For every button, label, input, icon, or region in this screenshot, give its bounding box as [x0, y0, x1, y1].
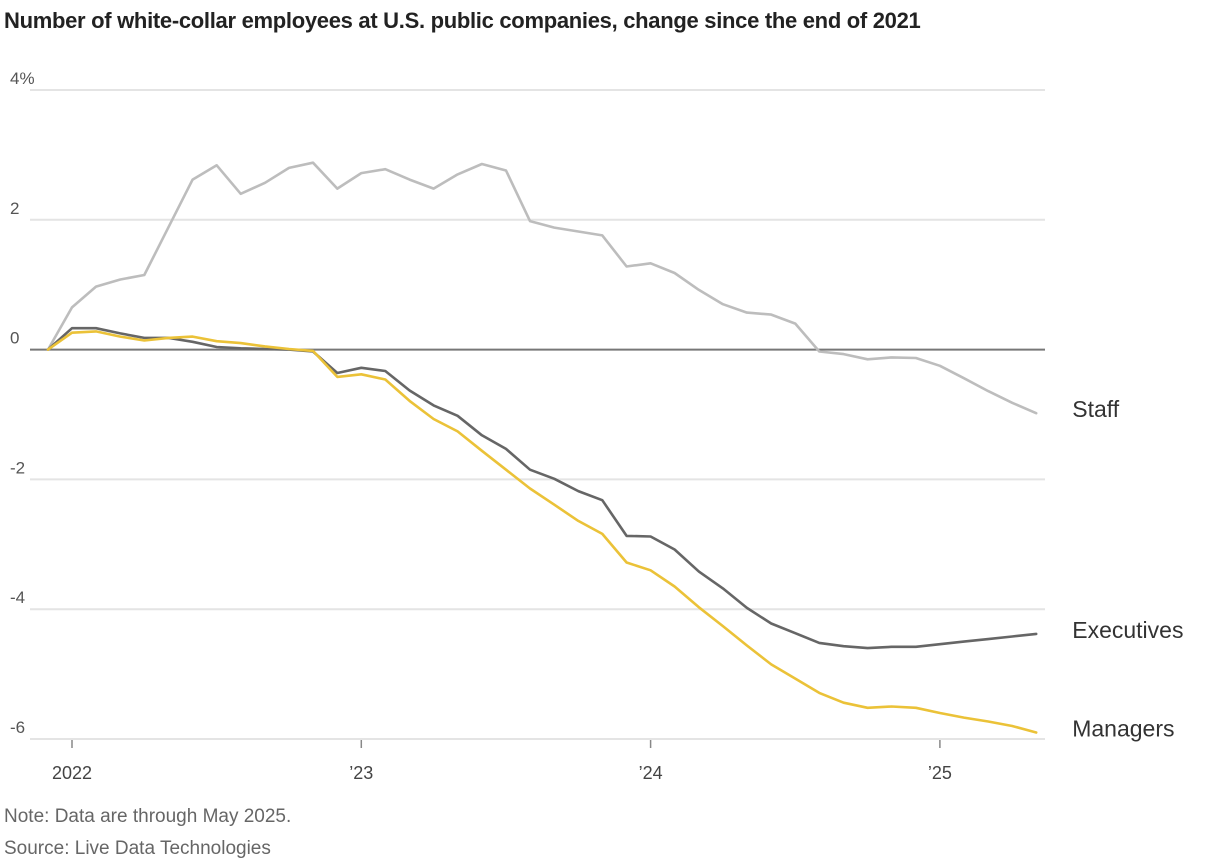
y-tick-label: -6 — [10, 718, 25, 737]
y-tick-label: -2 — [10, 458, 25, 477]
x-tick-label: 2022 — [52, 763, 92, 783]
x-axis-ticks: 2022 ’23 ’24 ’25 — [52, 740, 952, 783]
y-axis-ticks: 4% 2 0 -2 -4 -6 — [10, 69, 35, 737]
series-label-staff: Staff — [1072, 396, 1119, 422]
series-label-executives: Executives — [1072, 617, 1183, 643]
series-labels: Staff Executives Managers — [1072, 396, 1183, 741]
series-line-managers — [46, 330, 1038, 734]
series-line-staff — [46, 161, 1038, 415]
series-label-managers: Managers — [1072, 716, 1174, 742]
x-tick-label: ’23 — [349, 763, 373, 783]
gridlines — [30, 89, 1045, 740]
x-tick-label: ’25 — [928, 763, 952, 783]
chart-note: Note: Data are through May 2025. — [4, 806, 292, 827]
chart-source: Source: Live Data Technologies — [4, 838, 271, 859]
y-tick-label: 0 — [10, 329, 19, 348]
y-tick-label: 4% — [10, 69, 35, 88]
y-tick-label: 2 — [10, 199, 19, 218]
series-line-executives — [46, 326, 1038, 650]
series-lines — [46, 161, 1038, 734]
y-tick-label: -4 — [10, 588, 25, 607]
chart-title: Number of white-collar employees at U.S.… — [4, 8, 921, 33]
x-tick-label: ’24 — [639, 763, 663, 783]
